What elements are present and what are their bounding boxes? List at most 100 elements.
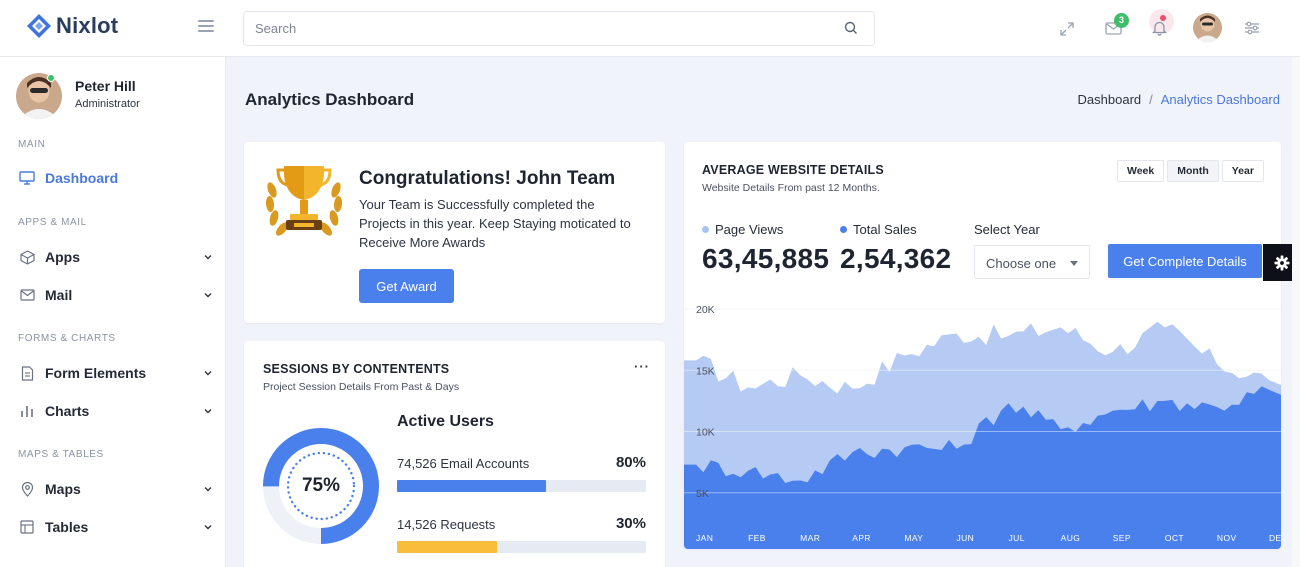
profile-role: Administrator	[75, 98, 140, 110]
donut-arc	[263, 428, 379, 544]
search-input[interactable]	[244, 12, 824, 45]
sidebar-item-maps[interactable]: Maps	[18, 477, 214, 501]
menu-toggle-icon[interactable]	[198, 20, 214, 34]
sessions-title: SESSIONS BY CONTENTENTS	[263, 362, 450, 376]
chevron-down-icon	[204, 293, 212, 298]
sidebar-item-apps[interactable]: Apps	[18, 245, 214, 269]
sessions-subtitle: Project Session Details From Past & Days	[263, 381, 460, 393]
progress-bar-requests	[397, 541, 646, 553]
notification-button[interactable]	[1149, 9, 1174, 34]
breadcrumb-link-dashboard[interactable]: Dashboard	[1077, 92, 1142, 107]
y-tick-label: 5K	[696, 488, 709, 500]
donut-percent-label: 75%	[301, 475, 341, 496]
congrats-card: Congratulations! John Team Your Team is …	[244, 142, 665, 323]
sidebar-item-label: Tables	[45, 519, 89, 535]
table-icon	[18, 518, 36, 536]
online-status-dot	[47, 74, 55, 82]
search-icon[interactable]	[844, 21, 858, 35]
chevron-down-icon	[204, 409, 212, 414]
congrats-text: Your Team is Successfully completed the …	[359, 197, 631, 250]
profile-name: Peter Hill	[75, 78, 136, 94]
mail-badge: 3	[1114, 13, 1129, 28]
x-tick-label: MAR	[800, 533, 820, 543]
breadcrumb-current: Analytics Dashboard	[1160, 92, 1280, 107]
website-area-chart: 20K 15K 10K 5K JAN FEB MAR APR MAY JUN JUL AUG SEP OC…	[684, 304, 1281, 549]
logo-text: Nixlot	[56, 13, 119, 38]
progress-bar-email	[397, 480, 646, 492]
sidebar-item-charts[interactable]: Charts	[18, 399, 214, 423]
stat-label-page-views: Page Views	[702, 222, 783, 237]
sidebar-item-label: Maps	[45, 481, 81, 497]
x-tick-label: APR	[852, 533, 871, 543]
tab-week[interactable]: Week	[1117, 160, 1165, 182]
map-pin-icon	[18, 480, 36, 498]
x-tick-label: SEP	[1113, 533, 1131, 543]
get-award-button[interactable]: Get Award	[359, 269, 454, 303]
x-tick-label: JAN	[696, 533, 713, 543]
logo[interactable]: Nixlot	[26, 13, 118, 39]
period-tabs: Week Month Year	[1117, 160, 1264, 182]
sidebar-item-label: Form Elements	[45, 365, 147, 381]
more-options-icon[interactable]: ···	[634, 359, 650, 374]
stat-value-total-sales: 2,54,362	[840, 243, 952, 274]
sessions-card: SESSIONS BY CONTENTENTS Project Session …	[244, 341, 665, 567]
select-year-label: Select Year	[974, 222, 1040, 237]
stat-label-text: Page Views	[715, 222, 784, 237]
y-tick-label: 20K	[696, 304, 715, 316]
fullscreen-icon[interactable]	[1060, 22, 1074, 36]
x-tick-label: JUL	[1009, 533, 1025, 543]
gear-icon	[1274, 255, 1289, 270]
section-apps-mail: APPS & MAIL	[18, 217, 87, 228]
sidebar-item-label: Mail	[45, 287, 73, 303]
page-title: Analytics Dashboard	[245, 90, 415, 109]
sidebar: Peter Hill Administrator MAIN Dashboard …	[0, 57, 226, 567]
x-tick-label: AUG	[1061, 533, 1081, 543]
legend-dot-page-views	[702, 226, 709, 233]
sidebar-item-label: Apps	[45, 249, 80, 265]
x-tick-label: OCT	[1165, 533, 1184, 543]
sidebar-item-form-elements[interactable]: Form Elements	[18, 361, 214, 385]
metric-percent-email: 80%	[615, 454, 646, 471]
scrollbar[interactable]	[1292, 57, 1300, 567]
logo-icon	[27, 14, 51, 38]
stat-label-total-sales: Total Sales	[840, 222, 917, 237]
x-tick-label: DEC	[1269, 533, 1281, 543]
sidebar-item-tables[interactable]: Tables	[18, 515, 214, 539]
get-complete-details-button[interactable]: Get Complete Details	[1108, 244, 1262, 278]
donut-inner-dots	[286, 451, 356, 521]
tab-month[interactable]: Month	[1167, 160, 1219, 182]
y-tick-label: 10K	[696, 427, 715, 439]
top-bar: Nixlot 3	[0, 0, 1300, 57]
sessions-donut-chart	[263, 428, 379, 544]
section-maps-tables: MAPS & TABLES	[18, 449, 104, 460]
area-series-2	[684, 386, 1281, 549]
bell-icon[interactable]	[1152, 20, 1167, 36]
section-main: MAIN	[18, 139, 46, 150]
sidebar-item-label: Dashboard	[45, 170, 119, 186]
breadcrumb-separator: /	[1149, 92, 1153, 107]
x-tick-label: JUN	[956, 533, 974, 543]
settings-sliders-icon[interactable]	[1244, 21, 1260, 35]
envelope-icon	[18, 286, 36, 304]
stat-label-text: Total Sales	[853, 222, 917, 237]
sidebar-item-mail[interactable]: Mail	[18, 283, 214, 307]
chevron-down-icon	[204, 255, 212, 260]
congrats-title: Congratulations! John Team	[359, 168, 616, 189]
bar-chart-icon	[18, 402, 36, 420]
x-tick-label: NOV	[1217, 533, 1237, 543]
website-details-subtitle: Website Details From past 12 Months.	[702, 182, 880, 194]
select-year-dropdown[interactable]: Choose one	[974, 245, 1090, 279]
progress-fill-requests	[397, 541, 497, 553]
profile-avatar[interactable]	[16, 73, 62, 119]
document-icon	[18, 364, 36, 382]
tab-year[interactable]: Year	[1221, 160, 1264, 182]
chevron-down-icon	[204, 371, 212, 376]
sidebar-item-dashboard[interactable]: Dashboard	[18, 166, 214, 190]
caret-down-icon	[1070, 261, 1078, 266]
active-users-title: Active Users	[397, 413, 494, 430]
cube-icon	[18, 248, 36, 266]
x-tick-label: FEB	[748, 533, 766, 543]
monitor-icon	[18, 169, 36, 187]
avatar[interactable]	[1193, 13, 1222, 42]
website-details-card: AVERAGE WEBSITE DETAILS Website Details …	[684, 142, 1281, 549]
